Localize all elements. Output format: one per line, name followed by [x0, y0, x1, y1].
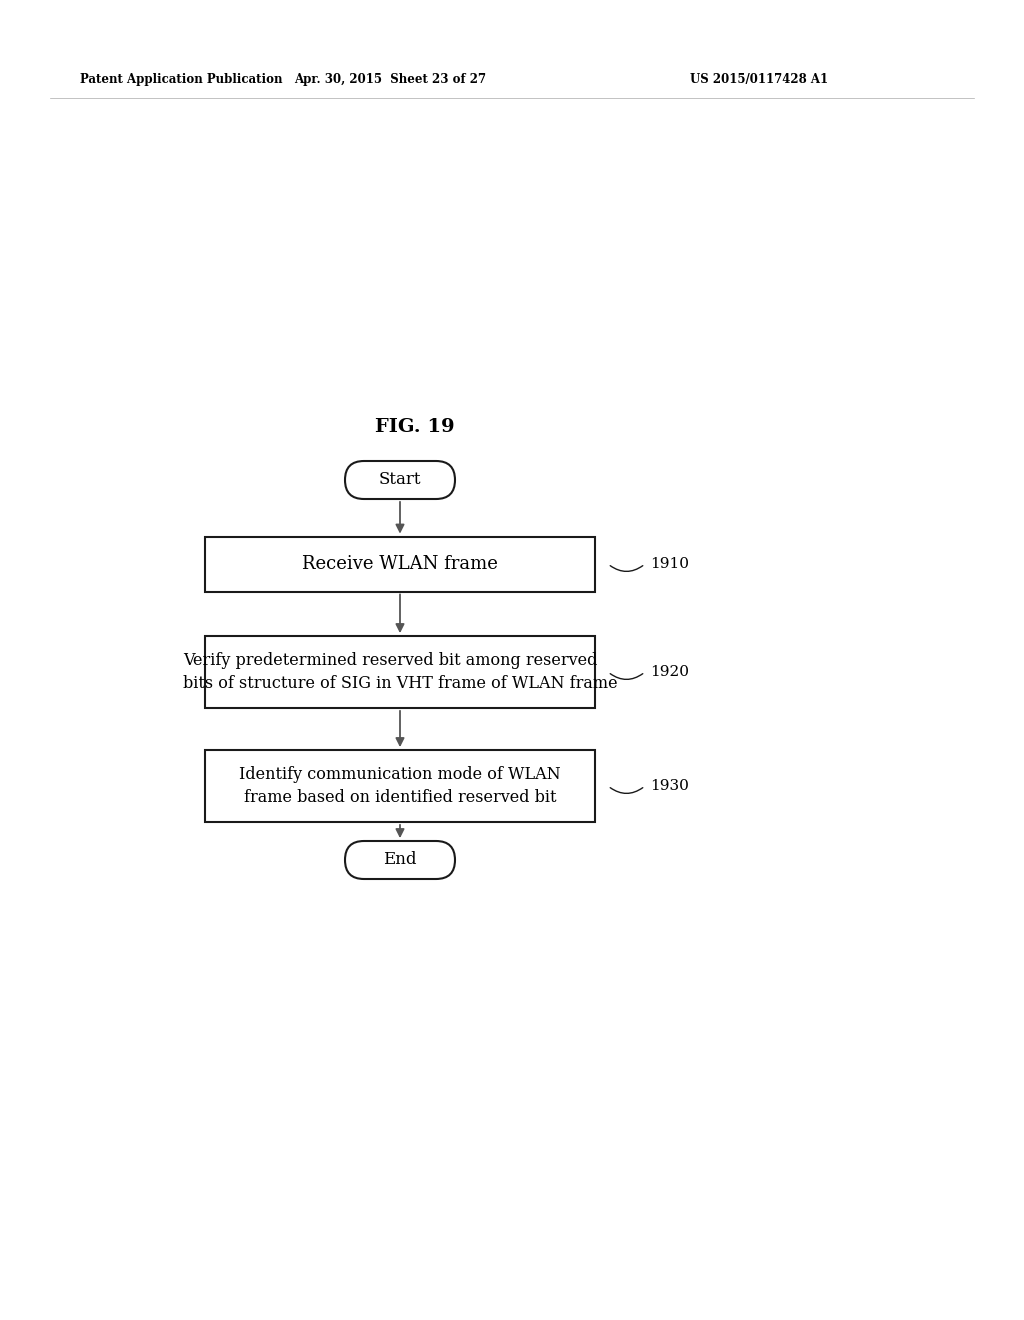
Text: 1920: 1920 [650, 665, 689, 678]
FancyBboxPatch shape [205, 636, 595, 708]
Text: Identify communication mode of WLAN
frame based on identified reserved bit: Identify communication mode of WLAN fram… [240, 766, 561, 807]
FancyBboxPatch shape [345, 841, 455, 879]
Text: FIG. 19: FIG. 19 [375, 418, 455, 436]
Text: Verify predetermined reserved bit among reserved
bits of structure of SIG in VHT: Verify predetermined reserved bit among … [182, 652, 617, 692]
Text: 1910: 1910 [650, 557, 689, 572]
FancyBboxPatch shape [345, 461, 455, 499]
Text: Receive WLAN frame: Receive WLAN frame [302, 554, 498, 573]
Text: End: End [383, 851, 417, 869]
Text: Apr. 30, 2015  Sheet 23 of 27: Apr. 30, 2015 Sheet 23 of 27 [294, 74, 486, 87]
Text: Patent Application Publication: Patent Application Publication [80, 74, 283, 87]
Text: Start: Start [379, 471, 421, 488]
Text: US 2015/0117428 A1: US 2015/0117428 A1 [690, 74, 828, 87]
FancyBboxPatch shape [205, 536, 595, 591]
Text: 1930: 1930 [650, 779, 689, 793]
FancyBboxPatch shape [205, 750, 595, 822]
